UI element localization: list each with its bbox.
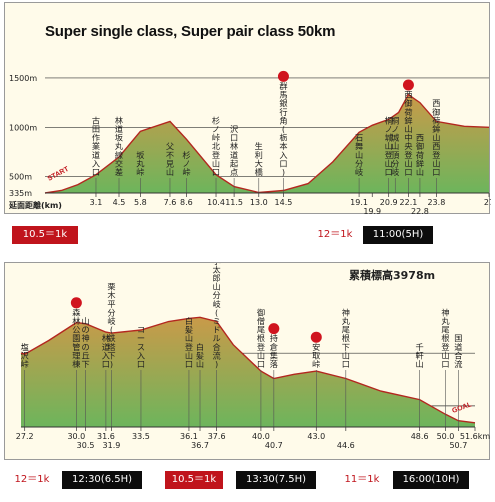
tick-label: 27.2 <box>16 432 34 441</box>
tick-label: 23.8 <box>427 198 445 207</box>
point-label: 沢口林道起点 <box>230 124 238 177</box>
point-label: 西御荷鉾山中央登山口 <box>404 90 412 177</box>
elevation-profile-bottom: 塩沢峠 森林公園管理棟 山の神の丘下 林道入口 栗木平分岐(鉄塔下) コース入口 白髪山登山… <box>4 262 490 460</box>
tick-label: 33.5 <box>132 432 150 441</box>
elevation-label: 1500m <box>9 74 37 83</box>
checkpoint-marker <box>310 331 322 343</box>
elevation-profile-top: 古田作業道入口 林道坂丸線交差坂丸峠 父不見山 杉ノ峠 杉ノ峠北登山口 沢口林道起点 生利大… <box>4 2 491 215</box>
point-label: 神丸尾根下山口 <box>342 307 351 369</box>
scale-label-3: 11＝1k <box>344 474 380 485</box>
start-label: START <box>47 166 71 183</box>
tick-label: 14.5 <box>275 198 293 207</box>
tick-label: 31.9 <box>103 441 121 450</box>
tick-label: 31.6 <box>97 432 115 441</box>
point-label: 父不見山 <box>166 141 174 177</box>
point-label: 持倉集落 <box>270 333 278 369</box>
tick-label: 22.1 <box>400 198 418 207</box>
time-badge-1: 12:30(6.5H) <box>62 471 142 489</box>
tick-label: 22.8 <box>411 207 429 215</box>
scale-badge-2: 10.5＝1k <box>165 471 223 489</box>
tick-label: 50.7 <box>449 441 467 450</box>
point-label: 西御荷鉾山西登山口 <box>432 98 440 177</box>
tick-label: 43.0 <box>307 432 325 441</box>
tick-label: 27 <box>484 198 491 207</box>
profile-area <box>45 94 489 193</box>
tick-label: 37.6 <box>208 432 226 441</box>
point-label: 白髪山登山口 <box>185 316 193 369</box>
point-label: 森林公園管理棟 <box>72 307 81 369</box>
point-label: 坂丸峠 <box>136 150 145 177</box>
checkpoint-marker <box>70 297 82 309</box>
tick-label: 36.1 <box>180 432 198 441</box>
tick-label: 50.0 <box>437 432 455 441</box>
distance-axis-label: 延面距離(km) <box>8 200 62 210</box>
tick-label: 44.6 <box>337 441 355 450</box>
point-label: 山の神の丘下 <box>81 316 89 369</box>
tick-label: 51.6km <box>460 432 490 441</box>
scale-badge-a: 10.5＝1k <box>12 226 78 244</box>
point-label: 石舞山分岐 <box>355 133 363 177</box>
elevation-label: 1000m <box>9 123 37 132</box>
tick-label: 8.6 <box>180 198 193 207</box>
tick-label: 40.0 <box>252 432 270 441</box>
point-label: 神丸尾根登山口 <box>441 307 450 369</box>
tick-label: 48.6 <box>411 432 429 441</box>
point-label: 林道坂丸線交差 <box>115 115 124 177</box>
time-badge-3: 16:00(10H) <box>393 471 469 489</box>
tick-label: 36.7 <box>191 441 209 450</box>
point-label: 白髪山 <box>196 342 204 369</box>
point-label: コース入口 <box>137 325 145 369</box>
point-label: 林道入口 <box>102 333 110 369</box>
scale-label-1: 12＝1k <box>14 474 50 485</box>
point-label: 千軒山 <box>416 342 424 369</box>
tick-label: 20.9 <box>380 198 398 207</box>
profile-line <box>20 316 476 424</box>
point-label: 群馬銀行角(栃本入口) <box>279 81 287 177</box>
point-label: 生利大橋 <box>255 141 263 177</box>
goal-label: GOAL <box>451 401 473 415</box>
cumulative-elevation-title: 累積標高3978m <box>349 269 436 282</box>
point-label: 杉ノ峠北登山口 <box>212 115 220 177</box>
point-label: 古田作業道入口 <box>92 115 100 177</box>
elevation-label: 335m <box>9 189 32 198</box>
point-label: 南小太郎山分岐(ミドル合流) <box>213 263 221 369</box>
time-badge-2: 13:30(7.5H) <box>236 471 316 489</box>
tick-label: 11.5 <box>225 198 243 207</box>
chart-title: Super single class, Super pair class 50k… <box>45 23 336 40</box>
tick-label: 30.0 <box>67 432 85 441</box>
point-label: 桐ノ城山頂分岐 <box>391 115 399 177</box>
checkpoint-marker <box>268 323 280 335</box>
tick-label: 10.4 <box>207 198 225 207</box>
point-label: 西御荷鉾山 <box>416 133 424 177</box>
point-label: 安取峠 <box>312 342 320 369</box>
time-badge-b: 11:00(5H) <box>363 226 433 244</box>
point-label: 御僧尾根登山口 <box>257 307 265 369</box>
tick-label: 19.9 <box>363 207 381 215</box>
tick-label: 4.5 <box>113 198 126 207</box>
tick-label: 30.5 <box>77 441 95 450</box>
tick-label: 40.7 <box>265 441 283 450</box>
checkpoint-marker <box>277 70 289 82</box>
tick-label: 19.1 <box>350 198 368 207</box>
tick-label: 7.6 <box>164 198 177 207</box>
point-label: 栗木平分岐(鉄塔下) <box>107 282 115 369</box>
point-label: 塩沢峠 <box>21 342 29 369</box>
tick-label: 3.1 <box>90 198 103 207</box>
checkpoint-marker <box>402 79 414 91</box>
tick-label: 5.8 <box>134 198 147 207</box>
profile-area <box>21 317 475 427</box>
point-label: 国道合流 <box>454 333 462 369</box>
elevation-label: 500m <box>9 173 32 182</box>
point-label: 杉ノ峠 <box>182 150 190 177</box>
point-label: 桐ノ城山登山口 <box>385 115 393 177</box>
scale-label-b: 12＝1k <box>317 229 353 240</box>
tick-label: 13.0 <box>250 198 268 207</box>
